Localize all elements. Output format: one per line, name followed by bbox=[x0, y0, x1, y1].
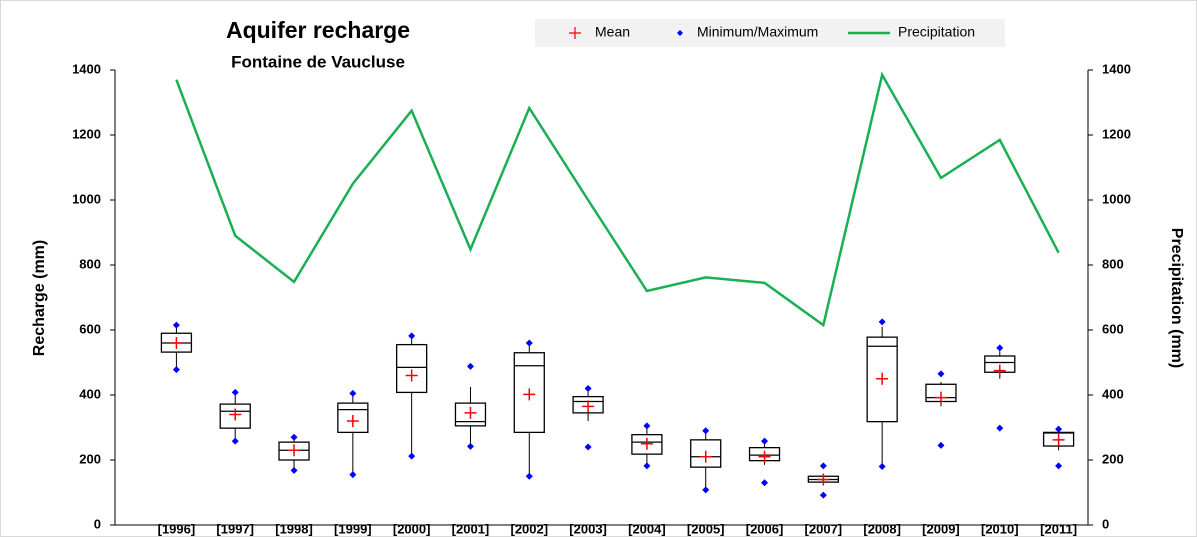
x-tick-label: [2002] bbox=[510, 521, 548, 536]
mean-marker bbox=[993, 364, 1006, 377]
legend-swatch bbox=[569, 27, 581, 39]
legend-label: Mean bbox=[595, 24, 630, 40]
min-marker bbox=[702, 486, 710, 494]
max-marker bbox=[408, 332, 416, 340]
min-marker bbox=[878, 463, 886, 470]
x-tick-label: [2010] bbox=[981, 521, 1019, 536]
y-axis-label: Recharge (mm) bbox=[31, 240, 48, 356]
x-tick-label: [2006] bbox=[746, 521, 784, 536]
min-marker bbox=[231, 437, 239, 445]
max-marker bbox=[878, 318, 886, 326]
max-marker bbox=[584, 385, 592, 392]
min-marker bbox=[1055, 462, 1063, 470]
chart-subtitle: Fontaine de Vaucluse bbox=[231, 52, 405, 71]
mean-marker bbox=[523, 388, 536, 401]
legend-box bbox=[535, 19, 1005, 47]
mean-marker bbox=[229, 408, 242, 421]
min-marker bbox=[466, 442, 474, 450]
x-tick-label: [2005] bbox=[687, 521, 725, 536]
mean-marker bbox=[1052, 433, 1065, 446]
x-tick-label: [2003] bbox=[569, 521, 607, 536]
y2-tick-label: 1200 bbox=[1102, 126, 1131, 141]
y2-axis-label: Precipitation (mm) bbox=[1168, 228, 1185, 368]
max-marker bbox=[172, 321, 180, 329]
mean-marker bbox=[346, 415, 359, 427]
mean-marker bbox=[170, 337, 183, 349]
max-marker bbox=[996, 344, 1004, 352]
y2-tick-label: 1400 bbox=[1102, 61, 1131, 76]
mean-marker bbox=[699, 450, 712, 463]
y-tick-label: 200 bbox=[79, 451, 101, 466]
max-marker bbox=[643, 422, 651, 430]
x-tick-label: [2000] bbox=[393, 521, 431, 536]
precipitation-line bbox=[175, 71, 1060, 328]
min-marker bbox=[290, 466, 298, 474]
max-marker bbox=[466, 362, 474, 370]
x-tick-label: [1999] bbox=[334, 521, 372, 536]
x-tick-label: [1996] bbox=[158, 521, 196, 536]
min-marker bbox=[525, 472, 533, 480]
x-tick-label: [2009] bbox=[922, 521, 960, 536]
max-marker bbox=[937, 370, 945, 378]
min-marker bbox=[584, 443, 592, 451]
max-marker bbox=[702, 427, 710, 435]
y-tick-label: 1400 bbox=[72, 61, 101, 76]
y2-tick-label: 800 bbox=[1102, 256, 1124, 271]
x-tick-label: [2001] bbox=[452, 521, 490, 536]
y-tick-label: 800 bbox=[79, 256, 101, 271]
min-marker bbox=[937, 441, 945, 449]
min-marker bbox=[643, 462, 651, 470]
legend-label: Precipitation bbox=[898, 24, 975, 40]
max-marker bbox=[290, 433, 298, 441]
y-tick-label: 1200 bbox=[72, 126, 101, 141]
legend-label: Minimum/Maximum bbox=[697, 24, 818, 40]
box bbox=[396, 343, 428, 394]
min-marker bbox=[172, 366, 180, 374]
legend-swatch bbox=[677, 30, 683, 36]
min-marker bbox=[761, 479, 769, 487]
y2-tick-label: 0 bbox=[1102, 516, 1109, 531]
chart-title: Aquifer recharge bbox=[226, 17, 410, 43]
mean-marker bbox=[582, 400, 595, 413]
x-tick-label: [2011] bbox=[1040, 521, 1077, 536]
x-tick-label: [2004] bbox=[628, 521, 666, 536]
max-marker bbox=[349, 389, 357, 397]
min-marker bbox=[349, 471, 357, 479]
max-marker bbox=[231, 388, 239, 396]
max-marker bbox=[1055, 425, 1063, 433]
y2-tick-label: 1000 bbox=[1102, 191, 1131, 206]
min-marker bbox=[408, 452, 416, 460]
y-tick-label: 600 bbox=[79, 321, 101, 336]
x-tick-label: [2008] bbox=[863, 521, 901, 536]
max-marker bbox=[525, 339, 533, 347]
y2-tick-label: 200 bbox=[1102, 451, 1124, 466]
x-tick-label: [1998] bbox=[275, 521, 313, 536]
x-tick-label: [1997] bbox=[216, 521, 254, 536]
mean-marker bbox=[817, 473, 830, 486]
mean-marker bbox=[758, 450, 771, 463]
y2-tick-label: 600 bbox=[1102, 321, 1124, 336]
y-tick-label: 0 bbox=[94, 516, 101, 531]
y-tick-label: 400 bbox=[79, 386, 101, 401]
y2-tick-label: 400 bbox=[1102, 386, 1124, 401]
max-marker bbox=[761, 437, 769, 445]
mean-marker bbox=[405, 369, 418, 382]
y-tick-label: 1000 bbox=[72, 191, 101, 206]
mean-marker bbox=[876, 372, 889, 385]
x-tick-label: [2007] bbox=[805, 521, 843, 536]
mean-marker bbox=[640, 437, 653, 450]
mean-marker bbox=[464, 406, 477, 419]
min-marker bbox=[819, 491, 827, 499]
min-marker bbox=[996, 424, 1004, 432]
max-marker bbox=[819, 462, 827, 470]
mean-marker bbox=[934, 391, 947, 404]
mean-marker bbox=[288, 444, 301, 457]
